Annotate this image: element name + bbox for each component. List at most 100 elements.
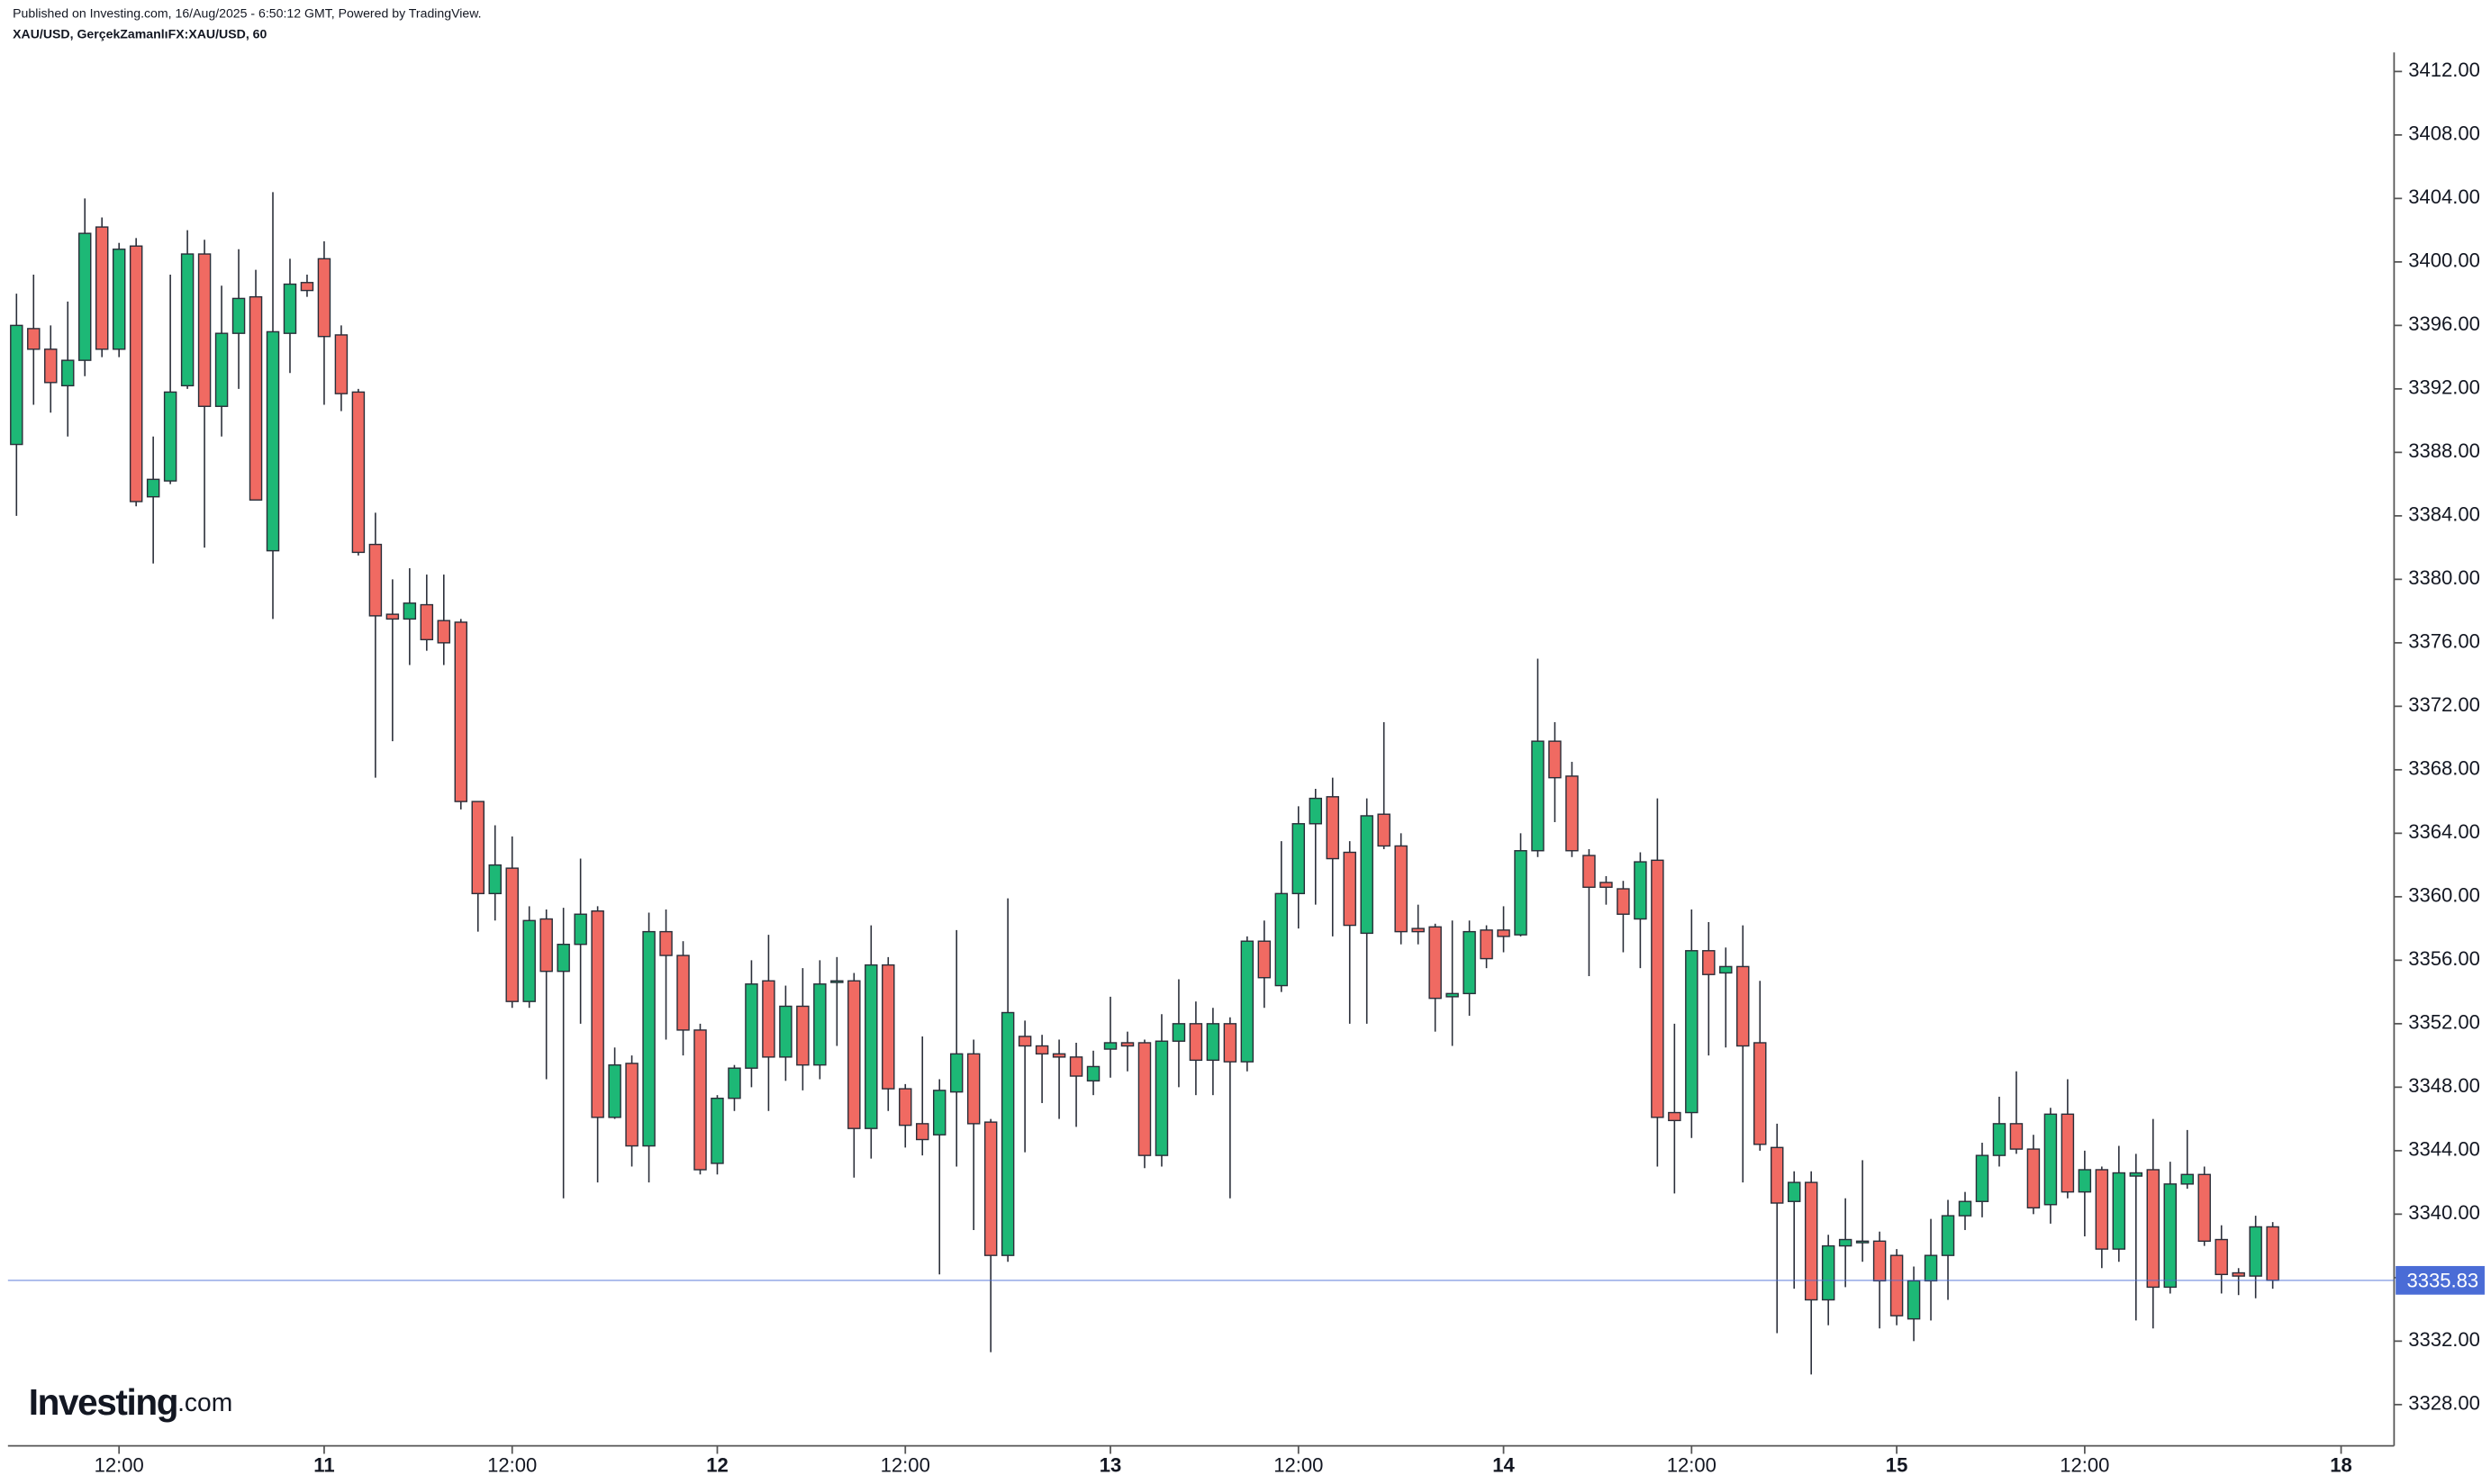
y-tick-label: 3356.00 — [2408, 947, 2480, 970]
candle-body — [1035, 1045, 1049, 1055]
candle-body — [983, 1121, 998, 1256]
candle-body — [77, 232, 92, 361]
candle-body — [693, 1029, 707, 1171]
candle-body — [1787, 1181, 1801, 1202]
candle-body — [916, 1123, 929, 1141]
candle-body — [1514, 850, 1527, 936]
y-tick-label: 3360.00 — [2408, 884, 2480, 907]
candle-body — [112, 249, 126, 350]
candle-body — [1958, 1200, 1972, 1217]
candle-body — [163, 391, 177, 482]
candle-body — [454, 621, 468, 802]
candle-body — [1804, 1181, 1818, 1301]
candle-body — [95, 226, 109, 350]
y-tick-label: 3348.00 — [2408, 1074, 2480, 1097]
candle-body — [539, 918, 553, 973]
x-tick-label: 12:00 — [1273, 1453, 1323, 1476]
candle-body — [2266, 1226, 2279, 1281]
candle-body — [1480, 929, 1493, 960]
candle-body — [2232, 1271, 2245, 1277]
y-tick-label: 3368.00 — [2408, 757, 2480, 780]
y-tick-label: 3332.00 — [2408, 1328, 2480, 1351]
candle-body — [1855, 1240, 1870, 1244]
last-price-label: 3335.83 — [2407, 1269, 2479, 1291]
candle-body — [899, 1088, 912, 1127]
candle-body — [2095, 1169, 2109, 1250]
candle-body — [368, 543, 383, 617]
candle-body — [1001, 1011, 1015, 1256]
y-tick-label: 3340.00 — [2408, 1201, 2480, 1224]
x-tick-label: 11 — [313, 1453, 334, 1476]
candle-body — [1889, 1254, 1904, 1317]
candle-body — [197, 253, 212, 407]
candle-body — [1975, 1154, 1989, 1202]
candle-body — [180, 253, 195, 387]
y-tick-label: 3376.00 — [2408, 630, 2480, 653]
candle-body — [745, 983, 758, 1069]
candle-body — [300, 282, 314, 292]
candle-body — [1360, 815, 1373, 935]
candle-body — [1599, 882, 1613, 888]
candle-body — [1497, 929, 1510, 937]
candle-body — [1582, 855, 1596, 888]
candle-body — [1907, 1280, 1921, 1320]
candle-body — [488, 864, 502, 895]
candle-body — [711, 1097, 724, 1164]
candle-body — [882, 964, 895, 1090]
candle-body — [2129, 1172, 2143, 1177]
y-tick-label: 3412.00 — [2408, 59, 2480, 81]
candle-body — [522, 919, 536, 1002]
candle-body — [608, 1063, 621, 1118]
x-tick-label: 12:00 — [881, 1453, 930, 1476]
candle-body — [2146, 1169, 2160, 1289]
candle-body — [1668, 1111, 1681, 1122]
candle-body — [10, 324, 23, 446]
candle-body — [1377, 813, 1390, 847]
candle-body — [1992, 1123, 2006, 1156]
candle-body — [813, 983, 827, 1066]
chart-title: Published on Investing.com, 16/Aug/2025 … — [13, 6, 481, 21]
candle-body — [403, 602, 417, 620]
candle-body — [334, 334, 349, 394]
candle-body — [865, 964, 878, 1129]
chart-subtitle: XAU/USD, GerçekZamanlıFX:XAU/USD, 60 — [13, 27, 267, 41]
candle-body — [1924, 1254, 1938, 1282]
y-tick-label: 3392.00 — [2408, 376, 2480, 399]
candle-body — [1274, 892, 1289, 987]
candle-body — [214, 332, 229, 407]
x-tick-label: 12 — [706, 1453, 729, 1476]
candle-body — [1018, 1036, 1032, 1047]
candle-body — [932, 1090, 947, 1136]
y-tick-label: 3404.00 — [2408, 186, 2480, 208]
y-tick-label: 3408.00 — [2408, 122, 2480, 145]
x-tick-label: 12:00 — [487, 1453, 537, 1476]
y-tick-label: 3372.00 — [2408, 693, 2480, 716]
candle-body — [1411, 928, 1425, 933]
candle-body — [249, 295, 263, 501]
x-tick-label: 12:00 — [95, 1453, 144, 1476]
candle-body — [1736, 965, 1750, 1047]
logo: Investing.com — [29, 1380, 232, 1422]
candle-body — [1770, 1146, 1784, 1204]
candle-body — [1240, 940, 1255, 1063]
candle-body — [1223, 1023, 1237, 1063]
candle-body — [231, 297, 246, 334]
y-tick-label: 3388.00 — [2408, 439, 2480, 462]
candle-body — [1548, 740, 1562, 779]
x-tick-label: 13 — [1100, 1453, 1122, 1476]
candle-body — [44, 348, 58, 384]
candle-body — [2249, 1226, 2262, 1277]
y-tick-label: 3400.00 — [2408, 249, 2480, 272]
y-tick-label: 3352.00 — [2408, 1011, 2480, 1034]
candle-body — [1326, 796, 1339, 860]
candle-body — [146, 478, 160, 498]
candle-body — [2061, 1113, 2075, 1193]
candle-body — [557, 944, 570, 973]
candle-body — [1872, 1240, 1887, 1282]
candle-body — [659, 930, 673, 956]
candle-body — [2180, 1173, 2194, 1185]
candle-body — [1137, 1042, 1152, 1156]
candle-body — [266, 330, 280, 552]
candle-body — [796, 1005, 810, 1066]
candle-body — [1941, 1215, 1955, 1256]
